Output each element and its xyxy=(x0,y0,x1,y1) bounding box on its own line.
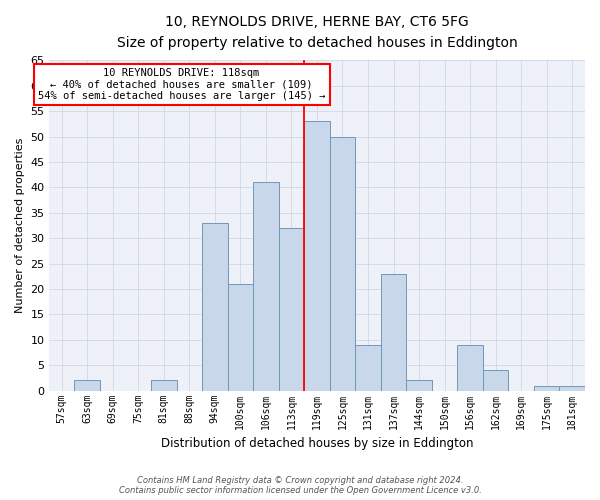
Y-axis label: Number of detached properties: Number of detached properties xyxy=(15,138,25,314)
Bar xyxy=(278,228,304,390)
Bar xyxy=(151,380,176,390)
Bar xyxy=(253,182,278,390)
Bar xyxy=(304,122,329,390)
Bar xyxy=(534,386,559,390)
Bar xyxy=(457,345,483,391)
Bar xyxy=(74,380,100,390)
Bar xyxy=(483,370,508,390)
Text: 10 REYNOLDS DRIVE: 118sqm
← 40% of detached houses are smaller (109)
54% of semi: 10 REYNOLDS DRIVE: 118sqm ← 40% of detac… xyxy=(38,68,325,102)
Bar xyxy=(559,386,585,390)
Text: Contains HM Land Registry data © Crown copyright and database right 2024.
Contai: Contains HM Land Registry data © Crown c… xyxy=(119,476,481,495)
Bar xyxy=(202,223,227,390)
Bar xyxy=(329,136,355,390)
X-axis label: Distribution of detached houses by size in Eddington: Distribution of detached houses by size … xyxy=(161,437,473,450)
Bar xyxy=(227,284,253,391)
Title: 10, REYNOLDS DRIVE, HERNE BAY, CT6 5FG
Size of property relative to detached hou: 10, REYNOLDS DRIVE, HERNE BAY, CT6 5FG S… xyxy=(116,15,517,50)
Bar xyxy=(381,274,406,390)
Bar xyxy=(355,345,381,391)
Bar xyxy=(406,380,432,390)
